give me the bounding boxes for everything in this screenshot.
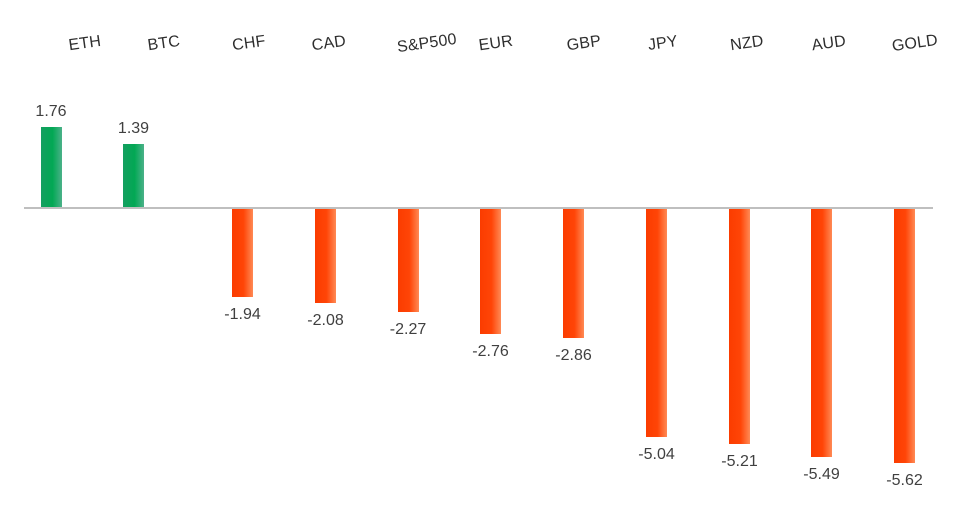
category-label-gbp: GBP	[565, 32, 602, 55]
value-label-gold: -5.62	[886, 472, 923, 489]
value-label-eur: -2.76	[472, 343, 509, 360]
value-label-eth: 1.76	[35, 103, 67, 120]
value-label-aud: -5.49	[803, 466, 840, 483]
bar-eur	[480, 209, 501, 334]
category-label-btc: BTC	[146, 32, 181, 55]
category-label-cad: CAD	[310, 32, 348, 55]
value-label-btc: 1.39	[117, 120, 150, 137]
category-label-chf: CHF	[231, 32, 267, 55]
value-label-sp500: -2.27	[389, 321, 427, 338]
category-label-aud: AUD	[810, 32, 848, 55]
bar-chf	[232, 209, 253, 297]
bar-jpy	[646, 209, 667, 437]
bar-nzd	[729, 209, 750, 444]
bar-cad	[315, 209, 336, 303]
bar-eth	[40, 127, 62, 207]
value-label-nzd: -5.21	[721, 453, 758, 470]
bar-gold	[894, 209, 915, 463]
value-label-cad: -2.08	[307, 312, 344, 329]
category-label-eur: EUR	[477, 32, 515, 55]
bar-gbp	[563, 209, 584, 338]
category-label-eth: ETH	[67, 32, 103, 55]
value-label-gbp: -2.86	[555, 347, 592, 364]
category-label-jpy: JPY	[646, 33, 679, 55]
bar-sp500	[397, 209, 419, 312]
category-label-sp500: S&P500	[396, 30, 458, 57]
value-label-chf: -1.94	[224, 306, 261, 323]
category-label-gold: GOLD	[890, 31, 939, 56]
x-axis-line	[24, 207, 933, 209]
category-label-nzd: NZD	[728, 32, 765, 55]
value-label-jpy: -5.04	[638, 446, 675, 463]
bar-btc	[123, 144, 144, 207]
bar-aud	[811, 209, 832, 457]
